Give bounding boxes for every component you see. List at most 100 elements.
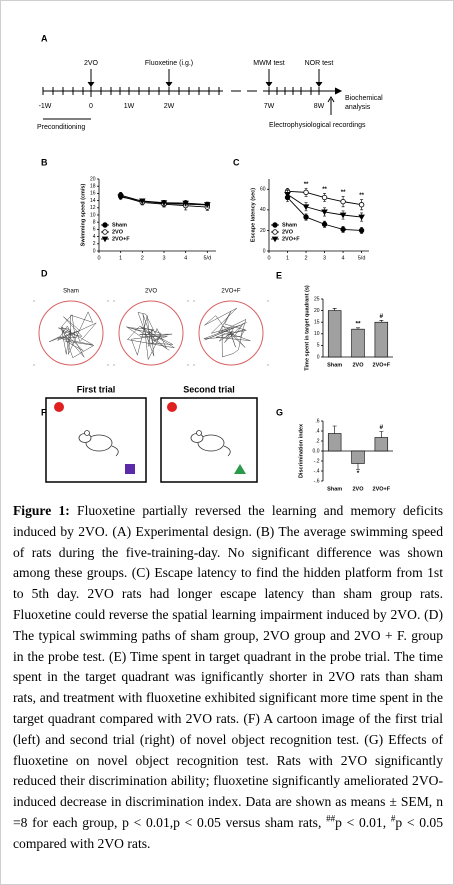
y-tick-label: 60 [260,187,266,193]
y-tick-label: 10 [314,331,320,337]
x-tick-label: 0 [267,255,270,261]
y-tick-label: -.6 [314,478,320,484]
caption-text: Fluoxetine partially reversed the learni… [13,503,444,830]
panel-label: A [41,33,48,43]
timeline [42,69,343,120]
y-tick-label: 40 [260,207,266,213]
marker [272,229,278,235]
y-tick-label: 20 [314,308,320,314]
trial-label: Second trial [183,384,235,394]
y-tick-label: 12 [90,205,96,211]
x-tick-label: 2VO+F [373,486,391,492]
x-tick-label: 5/d [204,255,212,261]
panel-label: D [41,268,48,278]
caption-label: Figure 1: [13,503,70,518]
time-label: 0 [89,103,93,110]
legend-label: 2VO+F [112,236,130,242]
y-tick-label: .4 [315,428,319,434]
error-bar [332,307,337,311]
x-tick-label: 2VO [352,486,364,492]
marker [102,222,108,228]
error-bar [356,463,360,470]
caption: Figure 1: Fluoxetine partially reversed … [13,501,443,855]
object-triangle [234,464,246,474]
bar [351,450,365,464]
marker [358,214,365,221]
y-tick-label: 14 [90,198,96,204]
annotation: * [357,470,360,477]
y-axis-label: Time spent in target quadrant (s) [304,285,310,371]
x-tick-label: 1 [119,255,122,261]
legend-label: Sham [112,222,127,228]
annotation: ** [341,190,346,196]
object-circle [54,402,64,412]
x-tick-label: 5/d [358,255,366,261]
marker [358,202,365,208]
y-tick-label: 0 [263,248,266,254]
error-bar [379,320,384,323]
marker [358,227,365,234]
marker [160,200,168,207]
y-tick-label: 20 [90,176,96,182]
marker [102,229,108,235]
caption-text: p < 0.01, [335,814,387,830]
x-tick-label: 4 [184,255,187,261]
event-label: NOR test [305,60,334,67]
trial-boxes [45,397,258,483]
x-tick-label: 4 [342,255,345,261]
marker [321,221,328,227]
swim-path [126,312,175,361]
legend-label: 2VO+F [282,236,300,242]
quadrant-marks [113,300,189,366]
time-label: 8W [314,103,325,110]
error-bar [332,425,337,434]
bar [374,437,389,452]
y-tick-label: 2 [93,241,96,247]
y-tick-label: 0.0 [313,448,320,454]
marker [271,236,279,243]
y-tick-label: 6 [93,227,96,233]
end-label: Biochemical [345,95,383,102]
y-tick-label: 0 [93,248,96,254]
pool [118,300,184,366]
panel-label: B [41,157,48,167]
rat-icon [78,430,231,457]
annotation: ** [304,182,309,188]
panel-label: E [276,270,282,280]
panel-label: C [233,157,240,167]
object-circle [167,402,177,412]
bar [327,433,342,452]
panel-label: F [41,407,47,417]
group-label: Sham [63,289,79,295]
end-label: analysis [345,104,371,111]
swim-path [49,311,97,359]
caption-sup: ## [326,813,336,824]
preconditioning-label: Preconditioning [37,124,85,131]
marker [204,202,211,208]
annotation: # [380,424,384,431]
legend-label: 2VO [112,229,124,235]
marker [321,209,328,216]
y-tick-label: .6 [315,418,319,424]
y-tick-label: 20 [260,228,266,234]
time-label: -1W [39,103,52,110]
quadrant-marks [193,300,269,366]
y-tick-label: 18 [90,184,96,190]
y-tick-label: -.2 [314,458,320,464]
panel-label: G [276,407,283,417]
recordings-label: Electrophysiological recordings [269,122,366,129]
quadrant-marks [33,300,109,366]
x-tick-label: 2VO+F [373,362,391,368]
caption-sup: # [390,813,396,824]
bar [327,310,342,358]
group-label: 2VO [145,289,157,295]
annotation: ** [355,320,361,327]
marker [340,226,346,233]
legend-label: Sham [282,222,297,228]
time-label: 1W [124,103,135,110]
y-tick-label: -.4 [314,468,320,474]
error-bar [379,431,384,438]
annotation: ** [359,193,364,199]
pool [38,300,104,366]
